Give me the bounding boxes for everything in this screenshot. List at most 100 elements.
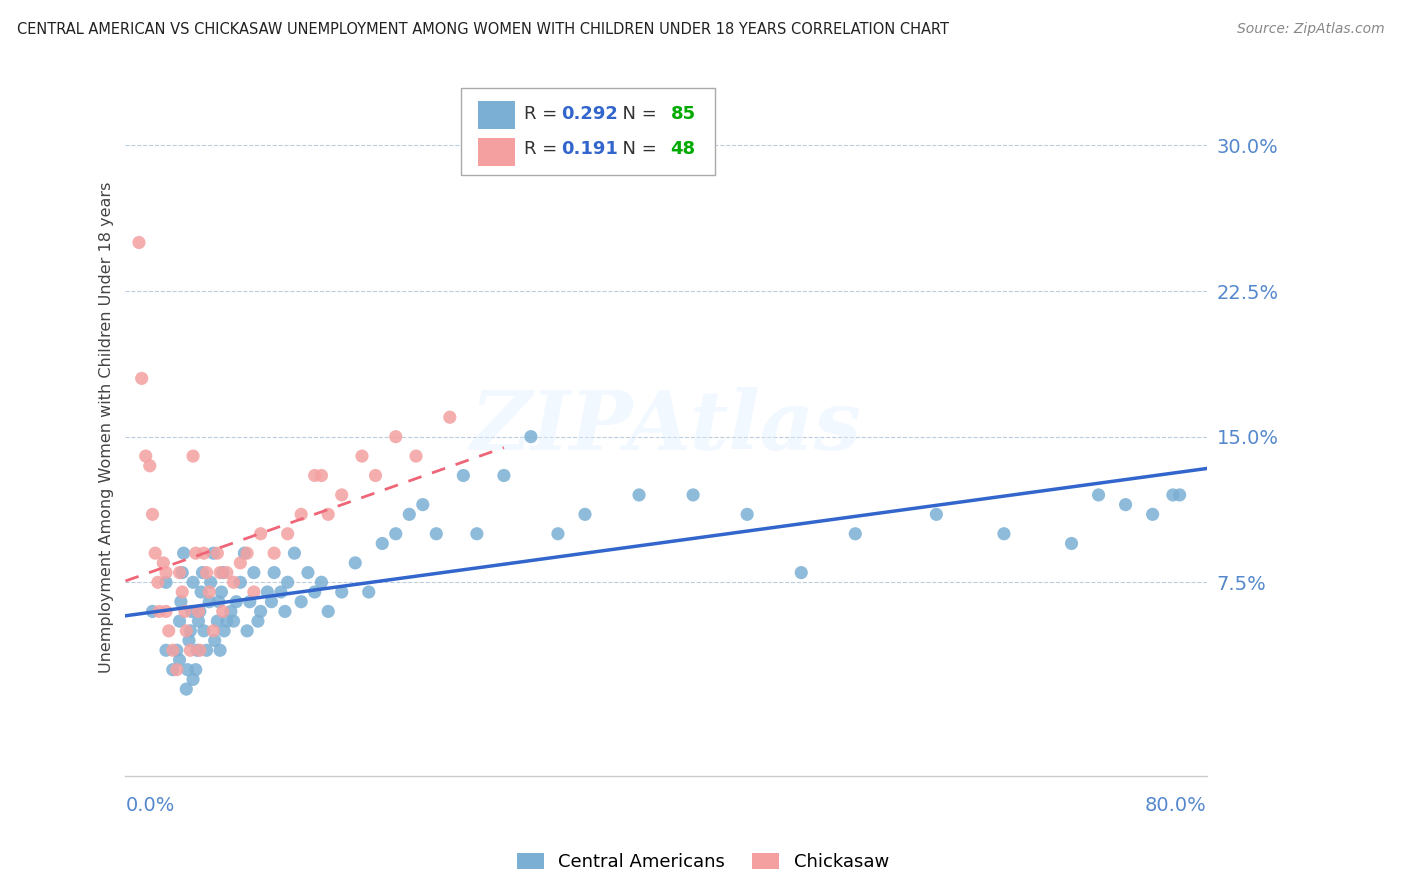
Point [193,546,215,560]
Point [277,575,299,590]
Point [547,526,569,541]
Point [290,595,312,609]
Point [229,575,252,590]
Point [174,682,197,697]
Point [283,546,305,560]
Point [215,614,238,628]
Point [141,604,163,618]
Point [398,508,420,522]
Point [350,449,373,463]
Point [311,575,333,590]
Text: 85: 85 [671,105,696,123]
Text: CENTRAL AMERICAN VS CHICKASAW UNEMPLOYMENT AMONG WOMEN WITH CHILDREN UNDER 18 YE: CENTRAL AMERICAN VS CHICKASAW UNEMPLOYME… [17,22,949,37]
Point [172,585,194,599]
Point [735,508,758,522]
Point [316,604,339,618]
Point [492,468,515,483]
Point [256,585,278,599]
Point [209,643,232,657]
Text: 80.0%: 80.0% [1144,796,1206,815]
Point [177,633,200,648]
Point [193,624,215,638]
Point [135,449,157,463]
Point [790,566,813,580]
Point [215,566,238,580]
Point [371,536,394,550]
Text: Source: ZipAtlas.com: Source: ZipAtlas.com [1237,22,1385,37]
Text: 0.292: 0.292 [561,105,619,123]
Point [384,526,406,541]
Point [187,604,209,618]
Point [169,566,191,580]
FancyBboxPatch shape [478,137,515,166]
Point [202,624,225,638]
Point [188,604,211,618]
Point [249,604,271,618]
Point [260,595,283,609]
Point [1115,498,1137,512]
Point [176,663,198,677]
Point [290,508,312,522]
Point [170,595,193,609]
Point [211,566,233,580]
Point [453,468,475,483]
Text: 0.191: 0.191 [561,140,619,158]
Text: R =: R = [524,105,564,123]
Point [229,556,252,570]
Point [211,604,233,618]
Point [169,653,191,667]
Point [207,546,229,560]
Point [169,614,191,628]
Point [212,624,235,638]
Text: N =: N = [612,105,662,123]
Point [246,614,269,628]
Point [384,430,406,444]
Point [174,624,197,638]
Point [198,585,221,599]
Point [190,585,212,599]
Point [198,595,221,609]
Point [243,566,266,580]
Point [166,663,188,677]
Text: 48: 48 [671,140,696,158]
Point [200,575,222,590]
Point [186,643,208,657]
Y-axis label: Unemployment Among Women with Children Under 18 years: Unemployment Among Women with Children U… [100,181,114,673]
Point [128,235,150,250]
Point [304,585,326,599]
Point [181,575,204,590]
FancyBboxPatch shape [461,88,714,176]
Point [180,604,202,618]
Point [844,526,866,541]
Point [162,663,184,677]
Point [439,410,461,425]
Point [172,566,194,580]
Point [277,526,299,541]
Point [236,624,259,638]
Text: R =: R = [524,140,564,158]
Point [166,643,188,657]
FancyBboxPatch shape [478,101,515,128]
Point [412,498,434,512]
Text: ZIPAtlas: ZIPAtlas [471,387,862,467]
Point [131,371,153,385]
Point [925,508,948,522]
Point [225,595,247,609]
Point [330,488,353,502]
Point [155,575,177,590]
Text: N =: N = [612,140,662,158]
Point [297,566,319,580]
Point [425,526,447,541]
Point [222,575,245,590]
Point [155,604,177,618]
Point [574,508,596,522]
Point [174,604,197,618]
Point [520,430,543,444]
Point [316,508,339,522]
Point [1161,488,1184,502]
Point [1168,488,1191,502]
Point [628,488,651,502]
Point [405,449,427,463]
Point [184,663,207,677]
Point [263,566,285,580]
